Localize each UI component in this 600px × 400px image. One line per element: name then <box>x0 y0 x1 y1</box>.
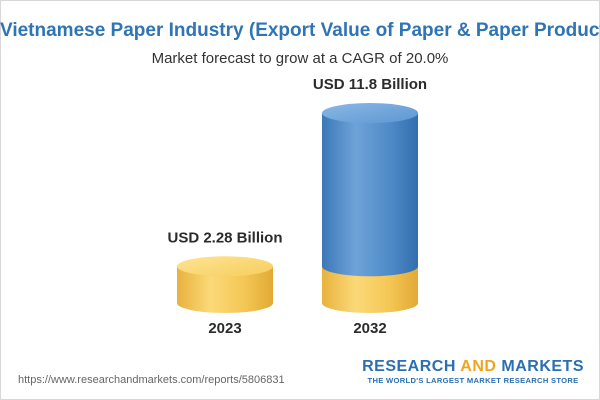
year-label-2032: 2032 <box>353 320 386 337</box>
value-label-2032: USD 11.8 Billion <box>313 76 427 93</box>
brand-word-markets: MARKETS <box>501 358 584 375</box>
year-label-2023: 2023 <box>208 320 241 337</box>
chart-subtitle: Market forecast to grow at a CAGR of 20.… <box>151 50 449 67</box>
brand-word-research: RESEARCH <box>362 358 456 375</box>
bar-2032-growth-body <box>322 113 418 277</box>
value-label-2023: USD 2.28 Billion <box>167 229 282 246</box>
brand-tagline: THE WORLD'S LARGEST MARKET RESEARCH STOR… <box>367 376 579 385</box>
brand-name: RESEARCH AND MARKETS <box>362 358 584 376</box>
bar-2032-growth-top <box>322 103 418 124</box>
chart-title: Vietnamese Paper Industry (Export Value … <box>0 20 600 41</box>
bar-2023-base-body <box>177 266 273 313</box>
source-url[interactable]: https://www.researchandmarkets.com/repor… <box>18 374 285 386</box>
bar-2023-base-top <box>177 256 273 277</box>
bar-2032-base-body <box>322 266 418 313</box>
brand-word-and: AND <box>460 358 497 375</box>
brand-logo: RESEARCH AND MARKETS THE WORLD'S LARGEST… <box>362 358 584 386</box>
